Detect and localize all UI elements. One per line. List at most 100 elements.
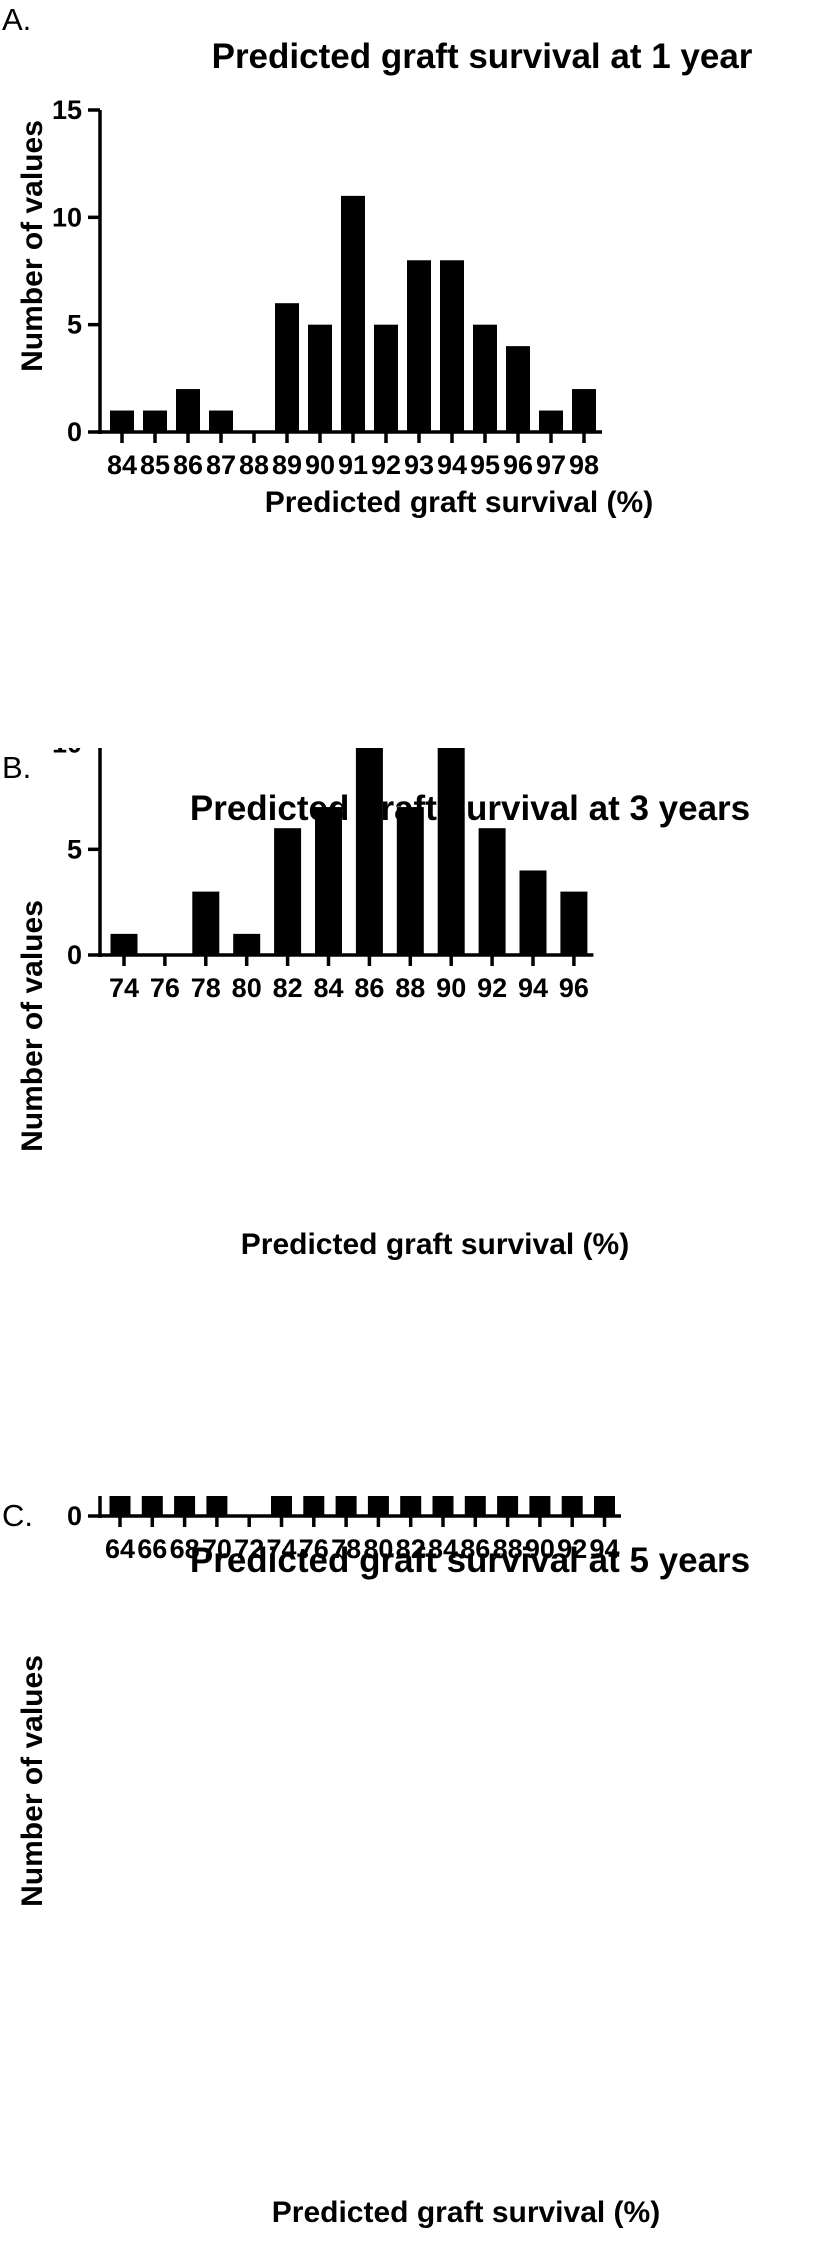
y-axis-title: Number of values <box>16 1655 49 1907</box>
bar-96 <box>560 891 588 955</box>
bar-86 <box>464 1496 486 1516</box>
bar-82 <box>400 1496 422 1516</box>
x-tick-label: 74 <box>109 973 139 1003</box>
y-tick-label: 10 <box>52 748 82 759</box>
x-tick-label: 66 <box>137 1534 167 1564</box>
bar-92 <box>374 324 398 432</box>
bar-80 <box>367 1496 389 1516</box>
bar-87 <box>209 410 233 432</box>
x-tick-label: 72 <box>234 1534 264 1564</box>
bar-76 <box>303 1496 325 1516</box>
bar-90 <box>437 748 465 955</box>
chart-marks: 05101564666870727476788082848688909294 <box>67 1496 621 1564</box>
x-tick-label: 94 <box>437 450 467 480</box>
chart-marks: 0 5 10 15 84 85 86 87 88 89 90 91 92 93 94 95 96 97 98 <box>52 95 602 480</box>
x-tick-label: 98 <box>569 450 599 480</box>
x-tick-label: 88 <box>493 1534 523 1564</box>
bar-64 <box>109 1496 131 1516</box>
x-tick-label: 82 <box>273 973 303 1003</box>
x-tick-label: 86 <box>354 973 384 1003</box>
x-tick-label: 92 <box>557 1534 587 1564</box>
bar-78 <box>192 891 220 955</box>
x-tick-label: 68 <box>170 1534 200 1564</box>
bar-82 <box>274 828 302 955</box>
x-tick-label: 96 <box>503 450 533 480</box>
bar-74 <box>110 933 138 955</box>
panel-a: A. Predicted graft survival at 1 year Nu… <box>0 0 840 748</box>
y-axis-title: Number of values <box>16 900 49 1152</box>
x-tick-label: 96 <box>559 973 589 1003</box>
bar-92 <box>561 1496 583 1516</box>
y-tick-label: 5 <box>67 834 82 864</box>
bar-95 <box>473 324 497 432</box>
histogram-5-years: C. Predicted graft survival at 5 years N… <box>2 1496 750 2229</box>
x-tick-label: 88 <box>239 450 269 480</box>
bar-90 <box>308 324 332 432</box>
x-axis-title: Predicted graft survival (%) <box>265 486 653 519</box>
chart-title: Predicted graft survival at 3 years <box>190 789 750 828</box>
bar-78 <box>335 1496 357 1516</box>
x-tick-label: 84 <box>107 450 137 480</box>
y-tick-label: 0 <box>67 417 82 447</box>
x-tick-label: 84 <box>428 1534 458 1564</box>
bar-85 <box>143 410 167 432</box>
y-tick-label: 15 <box>52 95 82 125</box>
bar-88 <box>396 807 424 955</box>
x-tick-label: 90 <box>305 450 335 480</box>
panel-label: A. <box>2 2 31 37</box>
x-tick-label: 70 <box>202 1534 232 1564</box>
bar-66 <box>141 1496 163 1516</box>
bar-84 <box>110 410 134 432</box>
x-tick-label: 90 <box>525 1534 555 1564</box>
bar-94 <box>440 260 464 432</box>
chart-title: Predicted graft survival at 1 year <box>212 37 753 76</box>
x-tick-label: 78 <box>191 973 221 1003</box>
bar-84 <box>432 1496 454 1516</box>
bar-93 <box>407 260 431 432</box>
x-tick-label: 90 <box>436 973 466 1003</box>
bar-94 <box>594 1496 615 1516</box>
chart-title: Predicted graft survival at 5 years <box>190 1541 750 1580</box>
bar-96 <box>506 346 530 432</box>
bar-91 <box>341 195 365 432</box>
x-tick-label: 76 <box>299 1534 329 1564</box>
x-tick-label: 76 <box>150 973 180 1003</box>
x-tick-label: 91 <box>338 450 368 480</box>
x-tick-label: 92 <box>371 450 401 480</box>
x-tick-label: 89 <box>272 450 302 480</box>
x-tick-label: 88 <box>395 973 425 1003</box>
bar-86 <box>355 748 383 955</box>
x-tick-label: 94 <box>518 973 548 1003</box>
bar-70 <box>206 1496 228 1516</box>
y-tick-label: 0 <box>67 940 82 970</box>
bar-94 <box>519 870 547 955</box>
bar-84 <box>315 807 342 955</box>
x-tick-label: 87 <box>206 450 236 480</box>
y-tick-label: 0 <box>67 1501 82 1531</box>
bar-98 <box>572 389 596 432</box>
x-tick-label: 92 <box>477 973 507 1003</box>
bar-74 <box>271 1496 292 1516</box>
bar-89 <box>275 303 299 432</box>
x-tick-label: 78 <box>331 1534 361 1564</box>
x-axis-title: Predicted graft survival (%) <box>272 2196 660 2229</box>
bar-97 <box>539 410 563 432</box>
x-tick-label: 97 <box>536 450 566 480</box>
bar-92 <box>478 828 506 955</box>
y-tick-label: 5 <box>67 310 82 340</box>
histogram-3-years: B. Predicted graft survival at 3 years N… <box>2 748 750 1261</box>
bar-86 <box>176 389 200 432</box>
bar-68 <box>174 1496 196 1516</box>
bar-88 <box>497 1496 519 1516</box>
x-tick-label: 64 <box>105 1534 135 1564</box>
y-axis-title: Number of values <box>16 120 49 372</box>
chart-marks: 051015747678808284868890929496 <box>52 748 594 1003</box>
bar-80 <box>233 933 261 955</box>
x-tick-label: 86 <box>173 450 203 480</box>
panel-b: B. Predicted graft survival at 3 years N… <box>0 748 840 1496</box>
y-tick-label: 10 <box>52 202 82 232</box>
x-tick-label: 94 <box>589 1534 619 1564</box>
x-tick-label: 84 <box>313 973 343 1003</box>
x-tick-label: 82 <box>396 1534 426 1564</box>
x-tick-label: 86 <box>460 1534 490 1564</box>
